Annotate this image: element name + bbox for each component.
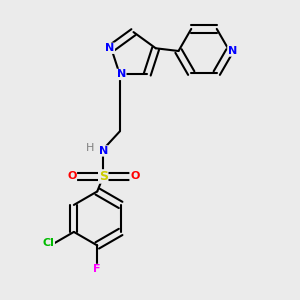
Text: O: O	[67, 171, 76, 182]
Text: H: H	[85, 143, 94, 153]
Text: Cl: Cl	[42, 238, 54, 248]
Text: N: N	[117, 69, 126, 80]
Text: S: S	[99, 170, 108, 183]
Text: O: O	[130, 171, 140, 182]
Text: N: N	[105, 43, 114, 53]
Text: N: N	[99, 146, 108, 156]
Text: F: F	[94, 264, 101, 274]
Text: N: N	[228, 46, 237, 56]
